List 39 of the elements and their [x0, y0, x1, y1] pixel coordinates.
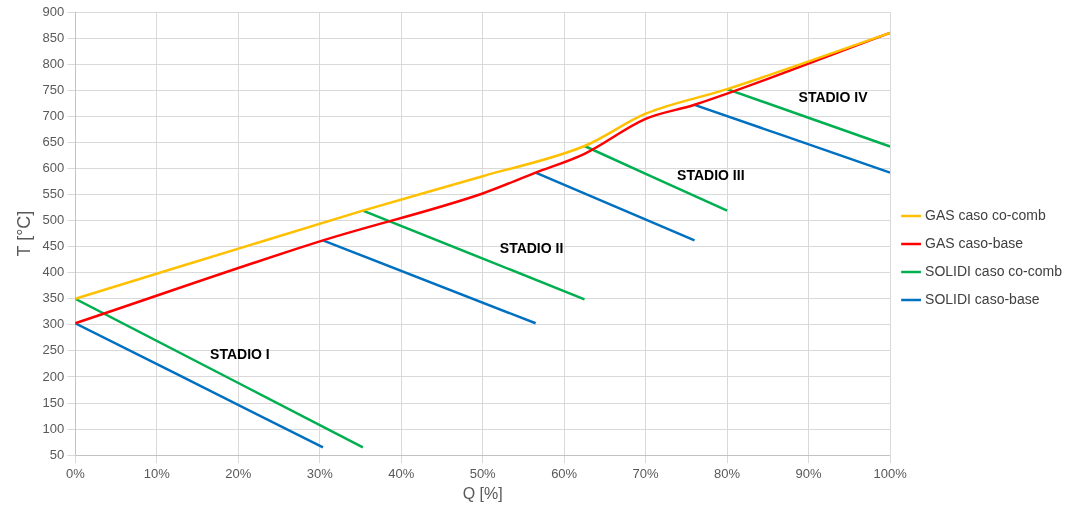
y-tick-label: 450: [42, 238, 65, 254]
y-tick-label: 750: [42, 81, 65, 97]
y-tick-label: 300: [42, 316, 65, 332]
annotation: STADIO II: [499, 239, 564, 256]
legend-label: GAS caso-base: [925, 234, 1024, 251]
legend-label: GAS caso co-comb: [925, 206, 1046, 223]
y-tick-label: 400: [42, 264, 65, 280]
x-tick-label: 0%: [65, 465, 86, 481]
annotation: STADIO III: [677, 166, 745, 183]
y-tick-label: 50: [49, 446, 65, 462]
y-tick-label: 200: [42, 368, 65, 384]
x-tick-label: 10%: [143, 465, 171, 481]
x-tick-label: 90%: [795, 465, 823, 481]
x-tick-label: 30%: [306, 465, 334, 481]
y-tick-label: 650: [42, 133, 65, 149]
y-tick-label: 600: [42, 160, 65, 175]
legend-label: SOLIDI caso-base: [925, 290, 1040, 307]
y-tick-label: 700: [42, 107, 65, 123]
x-tick-label: 60%: [551, 465, 578, 481]
annotation: STADIO IV: [798, 88, 869, 105]
annotation: STADIO I: [210, 346, 270, 363]
x-tick-label: 100%: [873, 465, 908, 481]
y-tick-label: 800: [42, 55, 65, 71]
y-tick-label: 900: [42, 3, 65, 19]
y-tick-label: 350: [42, 290, 65, 306]
y-tick-label: 150: [42, 394, 65, 410]
x-axis-title: Q [%]: [462, 484, 503, 502]
x-tick-label: 80%: [714, 465, 741, 481]
y-tick-label: 250: [42, 342, 65, 358]
legend-label: SOLIDI caso co-comb: [925, 262, 1063, 279]
x-tick-label: 70%: [632, 465, 660, 481]
y-tick-label: 550: [42, 186, 65, 202]
x-tick-label: 40%: [388, 465, 415, 481]
x-tick-label: 50%: [469, 465, 497, 481]
y-tick-label: 500: [42, 212, 65, 228]
y-axis-title: T [°C]: [13, 210, 34, 257]
x-tick-label: 20%: [225, 465, 252, 481]
y-tick-label: 850: [42, 29, 65, 45]
y-tick-label: 100: [42, 420, 65, 436]
